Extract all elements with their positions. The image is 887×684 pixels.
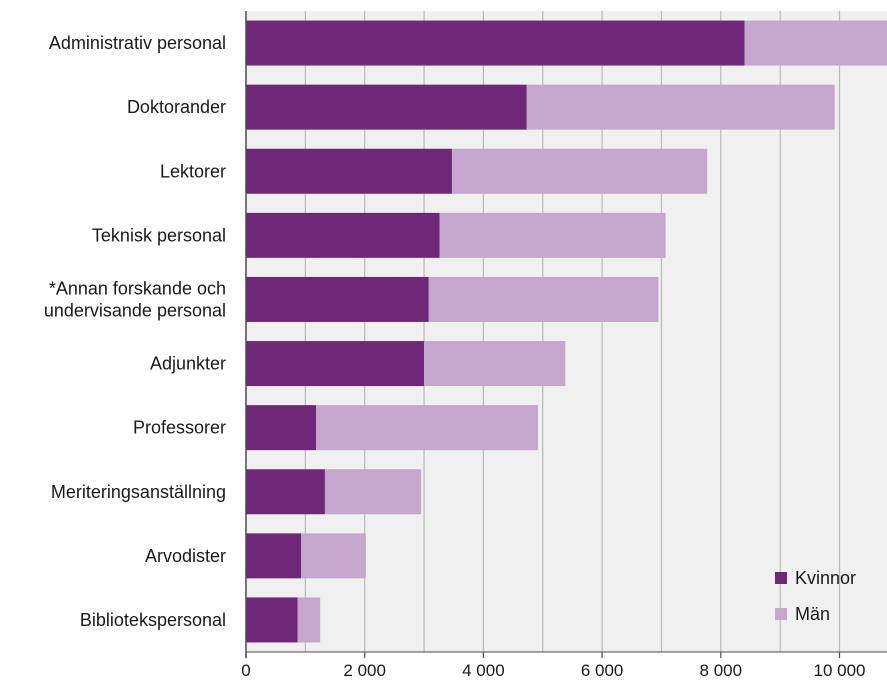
legend-swatch-kvinnor bbox=[775, 572, 787, 584]
x-axis: 0 2 000 4 000 6 000 8 000 10 000 bbox=[241, 651, 887, 680]
bar-kvinnor-8 bbox=[246, 533, 302, 579]
category-label: Professorer bbox=[133, 418, 226, 438]
category-label: Administrativ personal bbox=[49, 33, 226, 53]
bar-kvinnor-2 bbox=[246, 148, 452, 194]
x-tick-label: 8 000 bbox=[700, 661, 743, 680]
category-label: Meriteringsanställning bbox=[51, 482, 226, 502]
bar-man-1 bbox=[526, 84, 835, 130]
bar-man-3 bbox=[439, 212, 666, 258]
bar-man-0 bbox=[744, 20, 887, 66]
bar-man-9 bbox=[297, 597, 321, 643]
category-label: Bibliotekspersonal bbox=[80, 610, 226, 630]
bar-man-8 bbox=[301, 533, 366, 579]
x-tick-label: 4 000 bbox=[462, 661, 505, 680]
category-label: Arvodister bbox=[145, 546, 226, 566]
bar-kvinnor-7 bbox=[246, 469, 325, 515]
bars bbox=[246, 20, 887, 643]
bar-kvinnor-6 bbox=[246, 405, 317, 451]
x-tick-label: 6 000 bbox=[581, 661, 624, 680]
y-axis: Administrativ personal Doktorander Lektore… bbox=[44, 11, 247, 658]
category-label: undervisande personal bbox=[44, 300, 226, 320]
category-label: Adjunkter bbox=[150, 354, 226, 374]
category-label: Teknisk personal bbox=[92, 225, 226, 245]
bar-man-7 bbox=[324, 469, 422, 515]
bar-kvinnor-3 bbox=[246, 212, 440, 258]
legend-label: Män bbox=[795, 604, 830, 624]
bar-man-5 bbox=[424, 341, 566, 387]
legend-swatch-man bbox=[775, 608, 787, 620]
category-label: Lektorer bbox=[160, 161, 226, 181]
x-tick-label: 0 bbox=[241, 661, 250, 680]
bar-kvinnor-5 bbox=[246, 341, 425, 387]
bar-man-4 bbox=[428, 276, 659, 322]
x-tick-label: 10 000 bbox=[814, 661, 866, 680]
x-tick-label: 2 000 bbox=[343, 661, 386, 680]
legend-label: Kvinnor bbox=[795, 568, 856, 588]
bar-kvinnor-1 bbox=[246, 84, 527, 130]
bar-man-2 bbox=[451, 148, 708, 194]
bar-man-6 bbox=[316, 405, 539, 451]
bar-kvinnor-0 bbox=[246, 20, 745, 66]
category-label: *Annan forskande och bbox=[49, 278, 226, 298]
bar-kvinnor-4 bbox=[246, 276, 429, 322]
legend: Kvinnor Män bbox=[775, 568, 856, 624]
bar-kvinnor-9 bbox=[246, 597, 298, 643]
category-label: Doktorander bbox=[127, 97, 226, 117]
